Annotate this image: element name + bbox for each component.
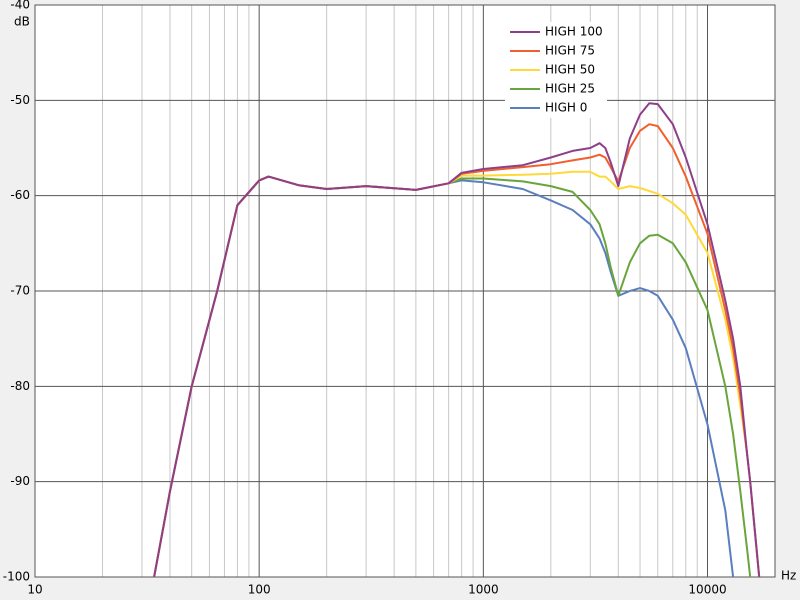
series-line bbox=[153, 102, 761, 577]
y-tick-label: -50 bbox=[10, 93, 30, 107]
plot-border bbox=[34, 4, 776, 578]
y-tick-label: -70 bbox=[10, 284, 30, 298]
series-group bbox=[153, 102, 761, 577]
legend-label: HIGH 100 bbox=[545, 25, 603, 39]
legend-label: HIGH 0 bbox=[545, 101, 587, 115]
x-tick-label: 10 bbox=[27, 583, 42, 597]
x-tick-label: 100 bbox=[248, 583, 271, 597]
y-tick-label: -80 bbox=[10, 379, 30, 393]
y-tick-label: -90 bbox=[10, 474, 30, 488]
x-tick-label: 10000 bbox=[688, 583, 726, 597]
legend-label: HIGH 75 bbox=[545, 44, 595, 58]
y-tick-label: -40 bbox=[10, 0, 30, 12]
x-tick-label: 1000 bbox=[468, 583, 499, 597]
y-tick-label: -60 bbox=[10, 188, 30, 202]
legend-label: HIGH 50 bbox=[545, 63, 595, 77]
y-tick-label: -100 bbox=[3, 570, 30, 584]
x-axis-label: Hz bbox=[781, 569, 796, 583]
legend-label: HIGH 25 bbox=[545, 82, 595, 96]
y-axis-label: dB bbox=[14, 15, 30, 29]
